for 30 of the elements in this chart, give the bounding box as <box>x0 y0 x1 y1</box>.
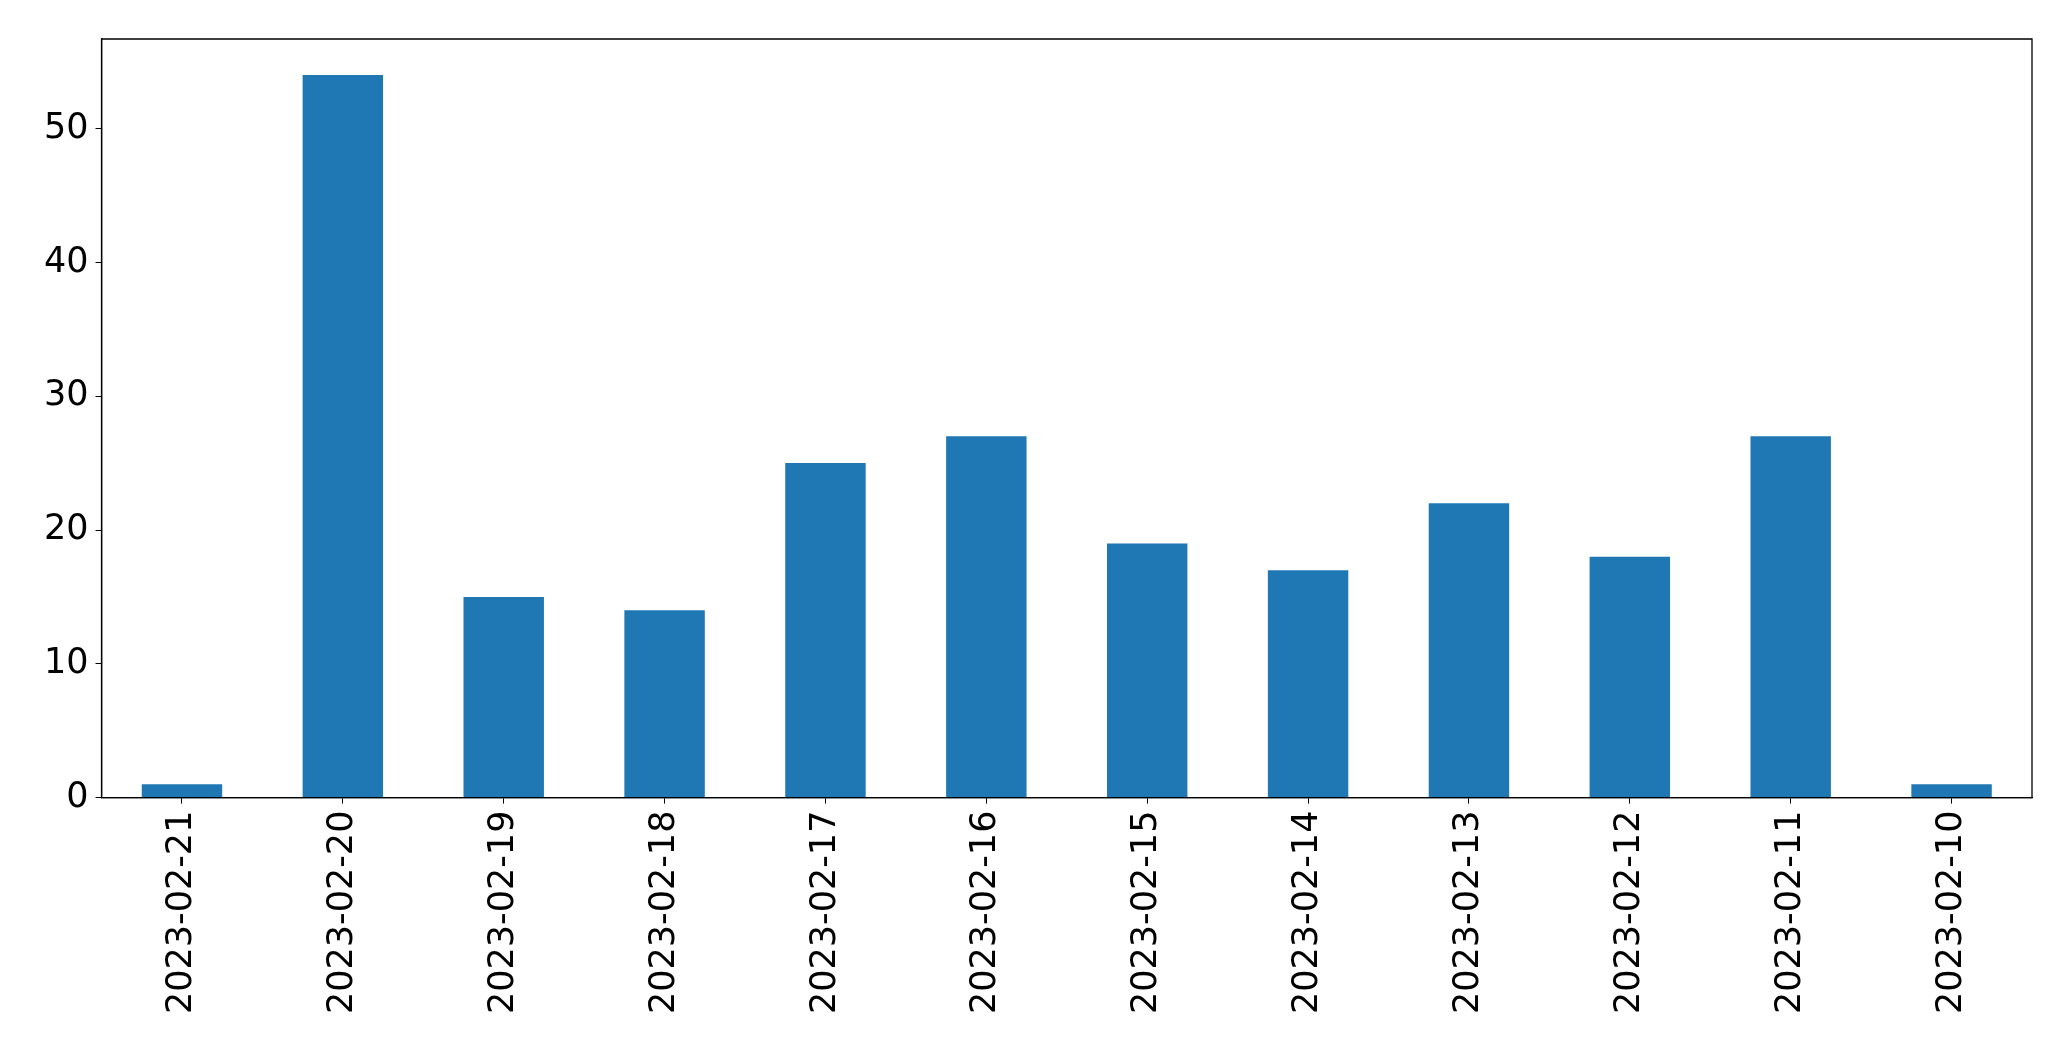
x-tick-label: 2023-02-21 <box>159 810 200 1014</box>
bar <box>946 436 1027 798</box>
y-tick-label: 0 <box>66 774 89 815</box>
x-tick-label: 2023-02-14 <box>1285 810 1326 1014</box>
bar <box>624 610 705 798</box>
x-tick-label: 2023-02-11 <box>1767 810 1808 1014</box>
bar <box>1428 503 1510 798</box>
y-tick-label: 50 <box>43 105 89 146</box>
bar <box>141 784 223 798</box>
x-tick-label: 2023-02-16 <box>963 810 1004 1014</box>
bar <box>1750 436 1831 798</box>
bar <box>785 463 866 798</box>
bar <box>1589 556 1671 798</box>
bar <box>1267 570 1349 798</box>
y-tick-label: 20 <box>43 507 89 548</box>
bar <box>1911 784 1992 798</box>
bar <box>302 75 384 798</box>
bar <box>1106 543 1188 798</box>
y-tick-label: 30 <box>43 373 89 414</box>
x-tick-label: 2023-02-19 <box>480 810 521 1014</box>
x-tick-label: 2023-02-20 <box>319 810 360 1014</box>
x-tick-label: 2023-02-12 <box>1606 810 1647 1014</box>
x-tick-label: 2023-02-13 <box>1446 810 1487 1014</box>
x-tick-label: 2023-02-10 <box>1928 810 1969 1014</box>
x-tick-label: 2023-02-15 <box>1124 810 1165 1014</box>
x-tick-label: 2023-02-17 <box>802 810 843 1014</box>
y-tick-label: 40 <box>43 239 89 280</box>
y-tick-label: 10 <box>43 640 89 681</box>
x-tick-label: 2023-02-18 <box>641 810 682 1014</box>
bar <box>463 596 544 798</box>
